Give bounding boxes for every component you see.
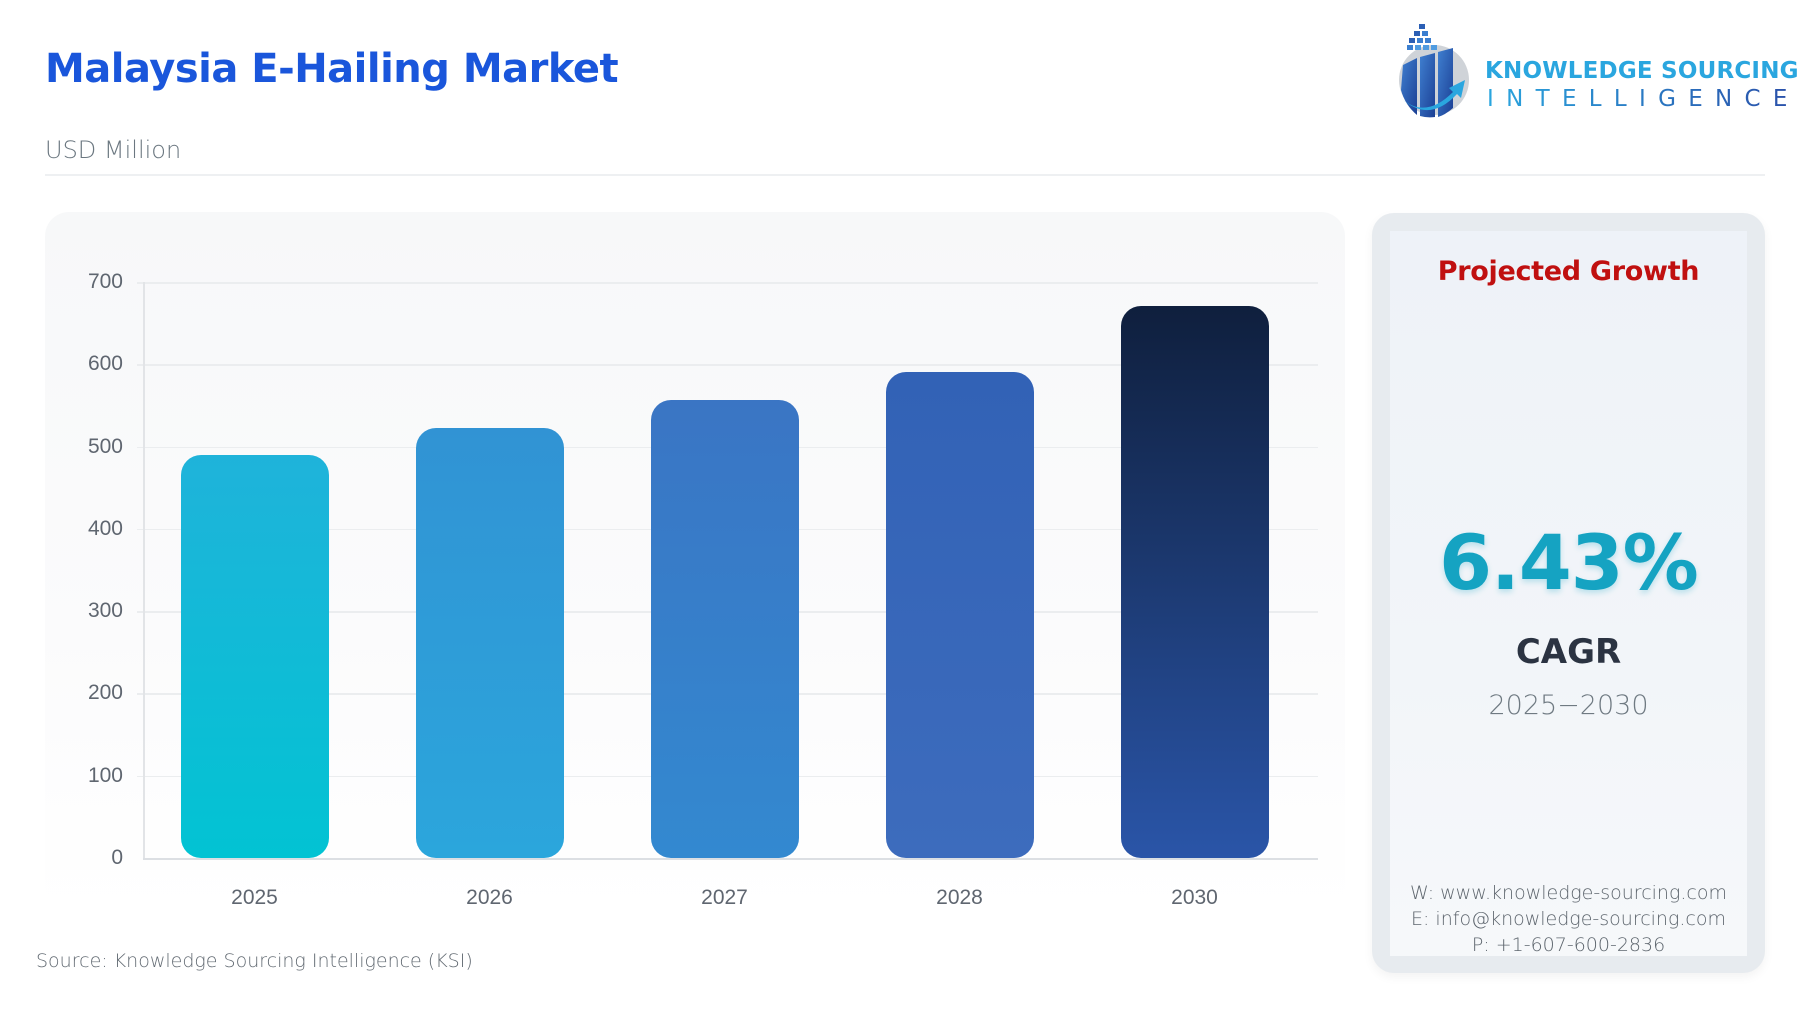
- x-tick-label: 2028: [936, 886, 983, 909]
- source-note: Source: Knowledge Sourcing Intelligence …: [36, 950, 473, 972]
- y-tick-label: 300: [87, 599, 123, 623]
- contact-email: E: info@knowledge-sourcing.com: [1410, 908, 1726, 930]
- header-divider: [45, 174, 1765, 176]
- contact-website: W: www.knowledge-sourcing.com: [1410, 882, 1727, 904]
- x-tick-label: 2026: [466, 886, 513, 909]
- logo-text-line2: INTELLIGENCE: [1487, 86, 1800, 112]
- logo-text-line1: KNOWLEDGE SOURCING: [1485, 58, 1799, 84]
- x-tick-label: 2030: [1171, 886, 1218, 909]
- y-tick-label: 0: [111, 846, 123, 869]
- y-tick-label: 600: [87, 352, 123, 376]
- gridline: [137, 364, 1318, 366]
- page-title: Malaysia E-Hailing Market: [45, 46, 619, 92]
- y-tick-label: 500: [87, 434, 123, 458]
- y-tick-label: 200: [87, 681, 123, 705]
- cagr-period: 2025−2030: [1488, 690, 1649, 721]
- y-tick-label: 400: [87, 516, 123, 540]
- growth-panel-inner: [1390, 231, 1747, 956]
- y-tick-label: 100: [87, 763, 123, 787]
- x-tick-label: 2025: [231, 886, 278, 909]
- unit-label: USD Million: [45, 136, 182, 164]
- cagr-label: CAGR: [1515, 632, 1622, 672]
- x-axis-line: [143, 858, 1318, 860]
- bar-2026: [415, 428, 564, 858]
- y-tick-label: 700: [87, 270, 123, 293]
- gridline: [137, 282, 1318, 284]
- bar-2030: [1120, 305, 1269, 858]
- y-axis-line: [143, 282, 145, 859]
- bar-2028: [885, 371, 1034, 858]
- contact-phone: P: +1-607-600-2836: [1471, 934, 1666, 956]
- bar-2025: [180, 454, 329, 858]
- company-logo: KNOWLEDGE SOURCING INTELLIGENCE: [1395, 20, 1799, 120]
- bar-chart-arrow-globe-icon: [1399, 24, 1469, 118]
- cagr-value: 6.43%: [1439, 518, 1699, 607]
- x-tick-label: 2027: [701, 886, 748, 909]
- bar-2027: [650, 400, 799, 858]
- projected-growth-heading: Projected Growth: [1437, 256, 1700, 287]
